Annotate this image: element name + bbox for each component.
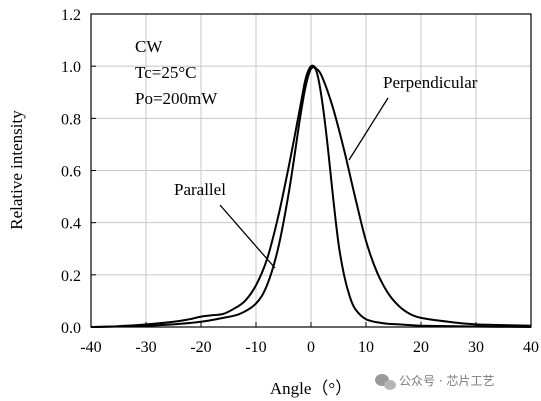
y-tick-label: 0.2 xyxy=(61,268,81,285)
condition-mode: CW xyxy=(135,37,163,56)
x-tick-label: -20 xyxy=(190,339,211,356)
x-tick-label: 40 xyxy=(523,339,539,356)
x-tick-label: 30 xyxy=(468,339,484,356)
watermark-text: 公众号 · 芯片工艺 xyxy=(399,374,494,388)
y-tick-label: 1.0 xyxy=(61,59,81,76)
series-label-parallel: Parallel xyxy=(174,180,226,199)
x-axis-label: Angle（°） xyxy=(270,379,352,398)
leader-line-perpendicular xyxy=(348,97,389,161)
wechat-icon xyxy=(375,374,396,390)
y-tick-label: 1.2 xyxy=(61,7,81,24)
x-tick-label: -10 xyxy=(245,339,266,356)
y-axis-label: Relative intensity xyxy=(7,110,26,230)
curve-layer xyxy=(90,64,532,328)
x-tick-label: -30 xyxy=(135,339,156,356)
leader-line-parallel xyxy=(219,204,276,269)
grid-layer xyxy=(91,14,531,327)
condition-power: Po=200mW xyxy=(135,89,218,108)
x-tick-label: -40 xyxy=(80,339,101,356)
y-tick-label: 0.6 xyxy=(61,164,81,181)
x-tick-label: 10 xyxy=(358,339,374,356)
condition-temperature: Tc=25°C xyxy=(135,63,196,82)
series-line-parallel xyxy=(90,66,532,328)
series-line-perpendicular xyxy=(90,64,532,328)
y-tick-label: 0.0 xyxy=(61,320,81,337)
tick-layer: -40 -30 -20 -10 0 10 20 30 40 0.0 0.2 0.4 0.6 0.8 1.0 1… xyxy=(61,7,539,356)
watermark: 公众号 · 芯片工艺 xyxy=(375,374,494,390)
y-tick-label: 0.4 xyxy=(61,216,81,233)
x-tick-label: 20 xyxy=(413,339,429,356)
series-label-perpendicular: Perpendicular xyxy=(383,73,478,92)
y-tick-label: 0.8 xyxy=(61,111,81,128)
x-tick-label: 0 xyxy=(307,339,315,356)
